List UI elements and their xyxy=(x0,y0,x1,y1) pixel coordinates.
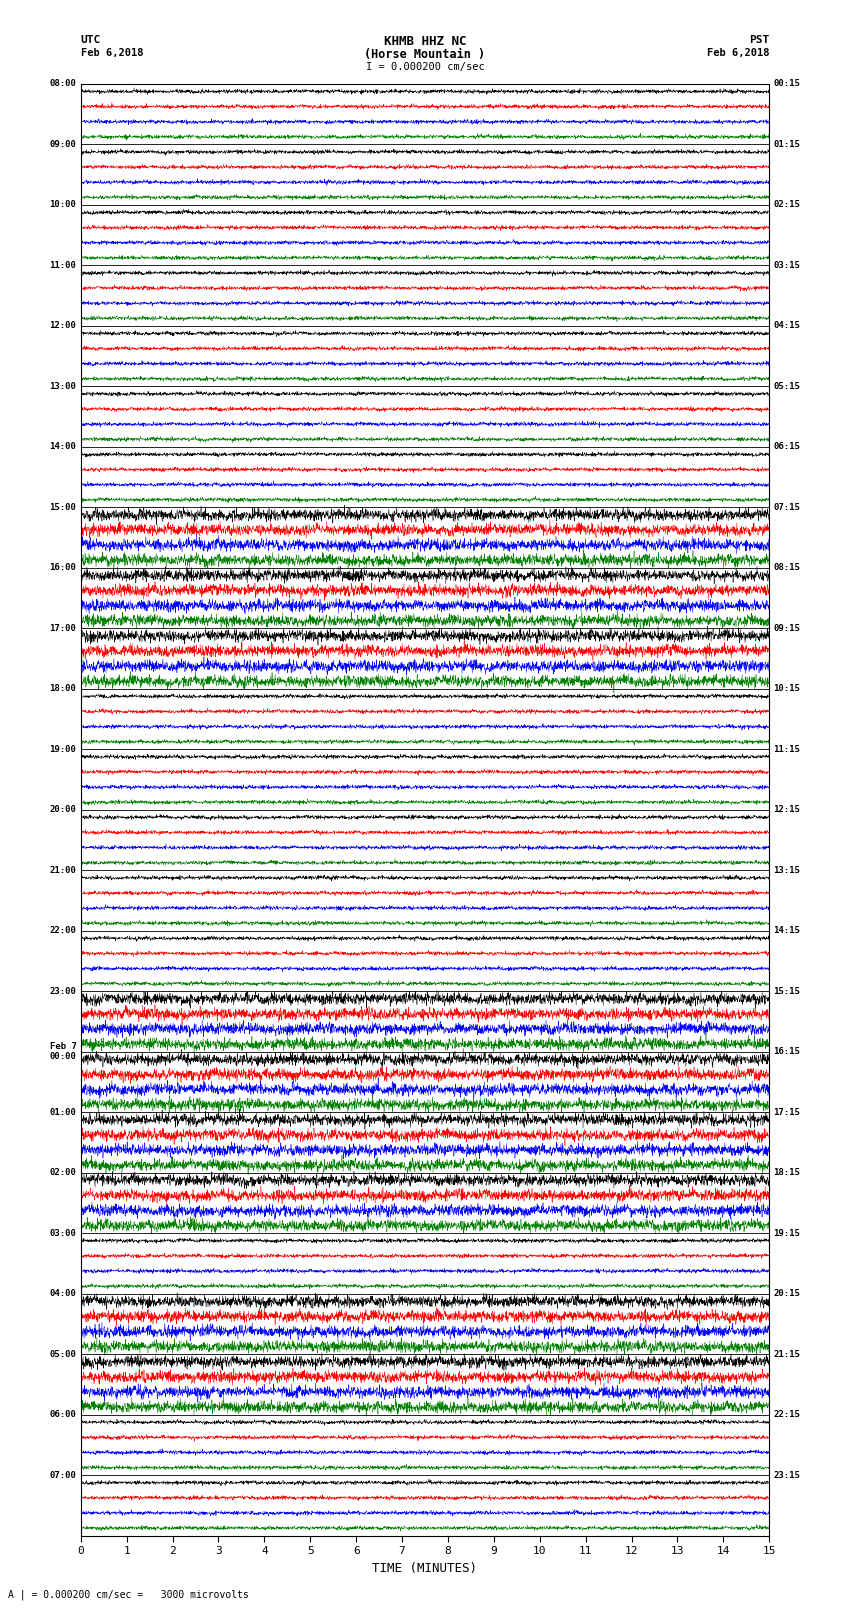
Text: 06:00: 06:00 xyxy=(49,1410,76,1419)
Text: 22:00: 22:00 xyxy=(49,926,76,936)
Text: 23:00: 23:00 xyxy=(49,987,76,995)
Text: Feb 6,2018: Feb 6,2018 xyxy=(706,47,769,58)
Text: Feb 7
00:00: Feb 7 00:00 xyxy=(49,1042,76,1061)
Text: 11:15: 11:15 xyxy=(774,745,801,753)
Text: 16:00: 16:00 xyxy=(49,563,76,573)
Text: 07:15: 07:15 xyxy=(774,503,801,511)
Text: 15:00: 15:00 xyxy=(49,503,76,511)
Text: 14:00: 14:00 xyxy=(49,442,76,452)
Text: (Horse Mountain ): (Horse Mountain ) xyxy=(365,48,485,61)
Text: KHMB HHZ NC: KHMB HHZ NC xyxy=(383,35,467,48)
Text: 04:00: 04:00 xyxy=(49,1289,76,1298)
Text: 05:00: 05:00 xyxy=(49,1350,76,1358)
Text: 15:15: 15:15 xyxy=(774,987,801,995)
Text: 03:00: 03:00 xyxy=(49,1229,76,1237)
Text: 18:15: 18:15 xyxy=(774,1168,801,1177)
Text: 20:00: 20:00 xyxy=(49,805,76,815)
Text: 19:00: 19:00 xyxy=(49,745,76,753)
Text: 07:00: 07:00 xyxy=(49,1471,76,1479)
Text: 03:15: 03:15 xyxy=(774,261,801,269)
Text: 10:00: 10:00 xyxy=(49,200,76,210)
Text: 02:00: 02:00 xyxy=(49,1168,76,1177)
Text: A | = 0.000200 cm/sec =   3000 microvolts: A | = 0.000200 cm/sec = 3000 microvolts xyxy=(8,1589,249,1600)
Text: UTC: UTC xyxy=(81,35,101,45)
Text: 16:15: 16:15 xyxy=(774,1047,801,1057)
Text: PST: PST xyxy=(749,35,769,45)
X-axis label: TIME (MINUTES): TIME (MINUTES) xyxy=(372,1561,478,1574)
Text: I = 0.000200 cm/sec: I = 0.000200 cm/sec xyxy=(366,63,484,73)
Text: 19:15: 19:15 xyxy=(774,1229,801,1237)
Text: 05:15: 05:15 xyxy=(774,382,801,390)
Text: 09:00: 09:00 xyxy=(49,140,76,148)
Text: 08:15: 08:15 xyxy=(774,563,801,573)
Text: 12:00: 12:00 xyxy=(49,321,76,331)
Text: 04:15: 04:15 xyxy=(774,321,801,331)
Text: 01:00: 01:00 xyxy=(49,1108,76,1116)
Text: 13:00: 13:00 xyxy=(49,382,76,390)
Text: 17:00: 17:00 xyxy=(49,624,76,632)
Text: 00:15: 00:15 xyxy=(774,79,801,89)
Text: 11:00: 11:00 xyxy=(49,261,76,269)
Text: 13:15: 13:15 xyxy=(774,866,801,874)
Text: 21:00: 21:00 xyxy=(49,866,76,874)
Text: 22:15: 22:15 xyxy=(774,1410,801,1419)
Text: 09:15: 09:15 xyxy=(774,624,801,632)
Text: 21:15: 21:15 xyxy=(774,1350,801,1358)
Text: 08:00: 08:00 xyxy=(49,79,76,89)
Text: 06:15: 06:15 xyxy=(774,442,801,452)
Text: 20:15: 20:15 xyxy=(774,1289,801,1298)
Text: 18:00: 18:00 xyxy=(49,684,76,694)
Text: 12:15: 12:15 xyxy=(774,805,801,815)
Text: 01:15: 01:15 xyxy=(774,140,801,148)
Text: 17:15: 17:15 xyxy=(774,1108,801,1116)
Text: 14:15: 14:15 xyxy=(774,926,801,936)
Text: Feb 6,2018: Feb 6,2018 xyxy=(81,47,144,58)
Text: 02:15: 02:15 xyxy=(774,200,801,210)
Text: 10:15: 10:15 xyxy=(774,684,801,694)
Text: 23:15: 23:15 xyxy=(774,1471,801,1479)
